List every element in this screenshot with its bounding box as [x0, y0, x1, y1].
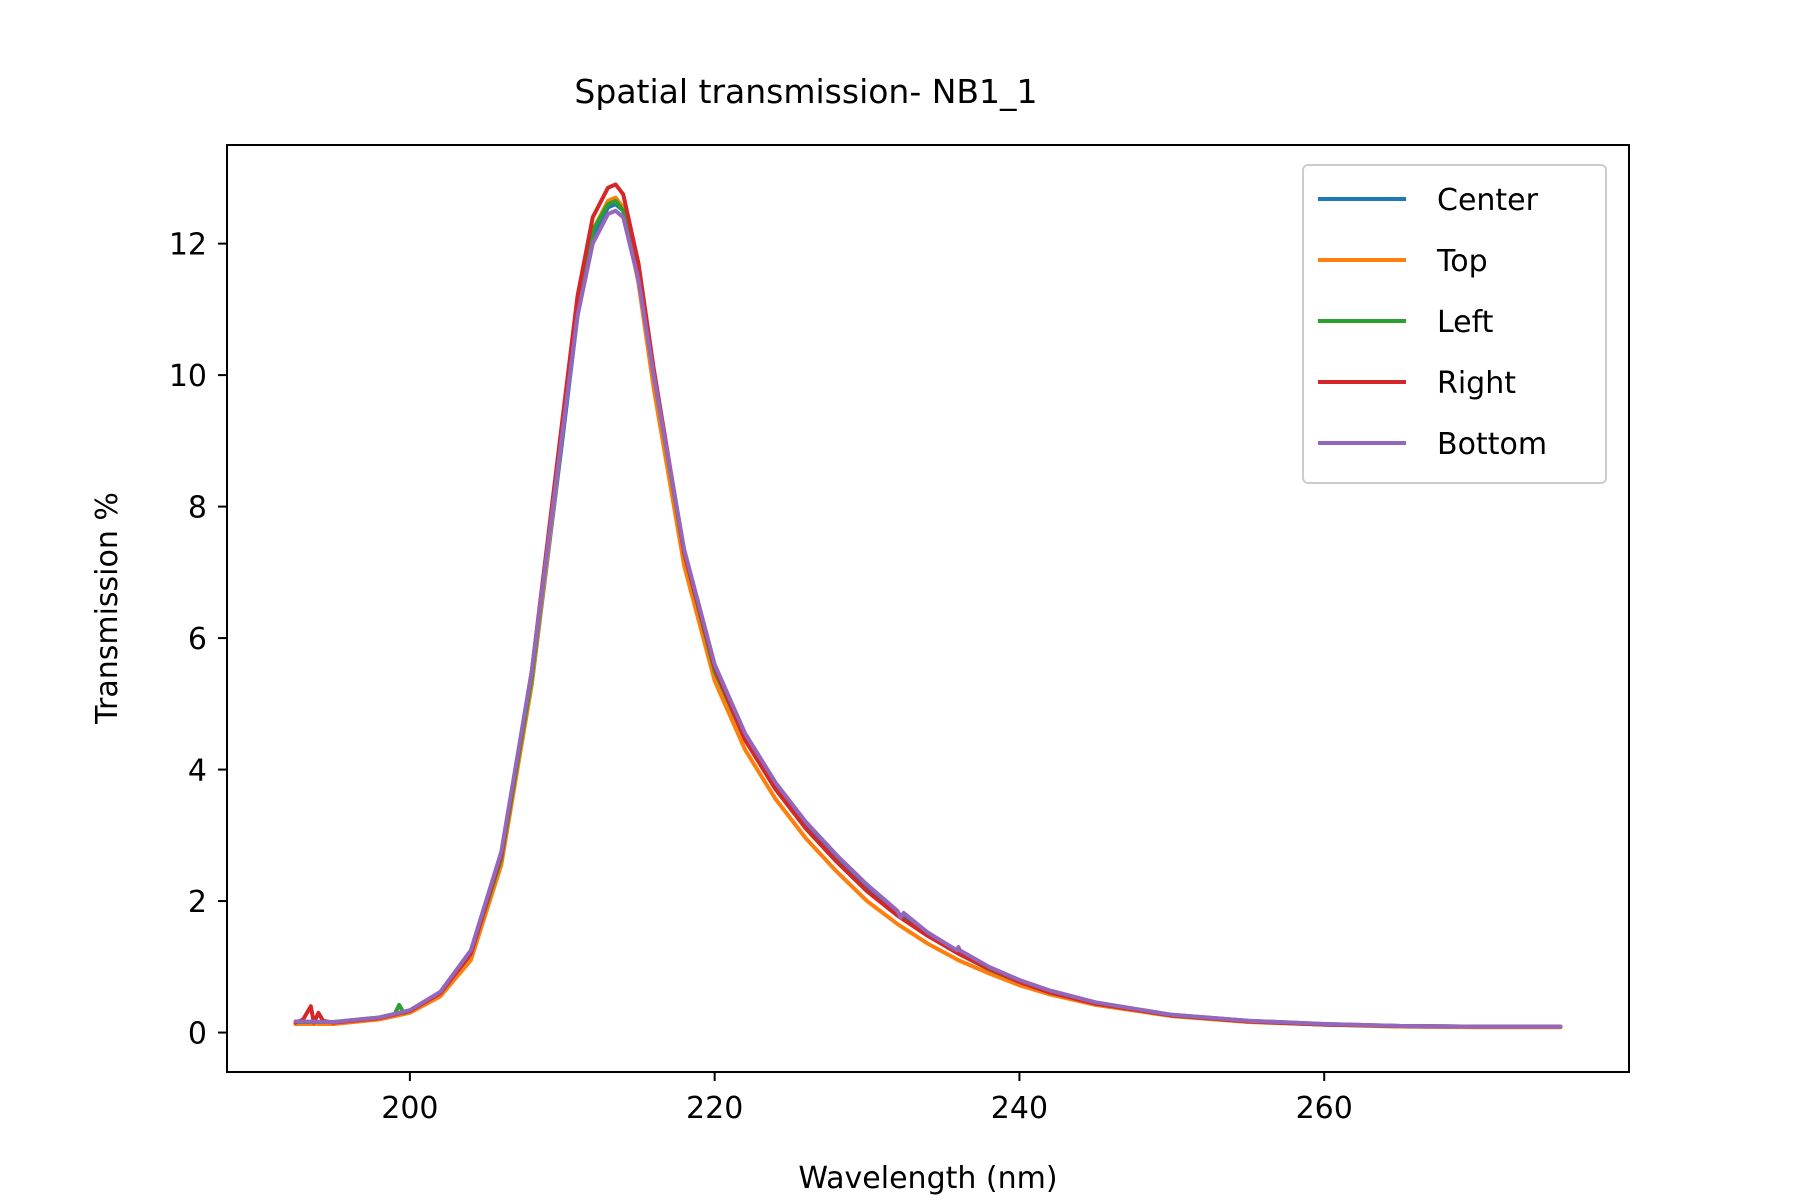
- chart-title: Spatial transmission- NB1_1: [574, 72, 1037, 111]
- y-tick-label: 6: [188, 622, 207, 657]
- legend-label-top: Top: [1436, 244, 1488, 279]
- legend-label-bottom: Bottom: [1437, 427, 1547, 462]
- x-axis: 200 220 240 260: [381, 1072, 1353, 1126]
- y-tick-label: 2: [188, 885, 207, 920]
- y-tick-label: 12: [169, 228, 207, 263]
- legend-box: [1302, 164, 1607, 484]
- y-axis-label: Transmission %: [90, 492, 125, 725]
- x-tick-label: 240: [991, 1091, 1048, 1126]
- legend-label-right: Right: [1437, 366, 1516, 401]
- legend-label-left: Left: [1437, 305, 1494, 340]
- y-axis: 0 2 4 6 8 10 12: [169, 228, 227, 1052]
- x-tick-label: 200: [381, 1091, 438, 1126]
- legend-label-center: Center: [1437, 183, 1539, 218]
- plot-lines: [293, 182, 1563, 1030]
- x-axis-label: Wavelength (nm): [798, 1161, 1057, 1196]
- y-tick-label: 0: [188, 1017, 207, 1052]
- x-tick-label: 220: [686, 1091, 743, 1126]
- legend: Center Top Left Right Bottom: [1302, 164, 1607, 484]
- y-tick-label: 10: [169, 359, 207, 394]
- legend-items: Center Top Left Right Bottom: [1318, 183, 1547, 462]
- x-tick-label: 260: [1296, 1091, 1353, 1126]
- plot-frame: [226, 144, 1630, 1073]
- series-line-bottom: [293, 208, 1563, 1029]
- y-tick-label: 4: [188, 754, 207, 789]
- y-tick-label: 8: [188, 491, 207, 526]
